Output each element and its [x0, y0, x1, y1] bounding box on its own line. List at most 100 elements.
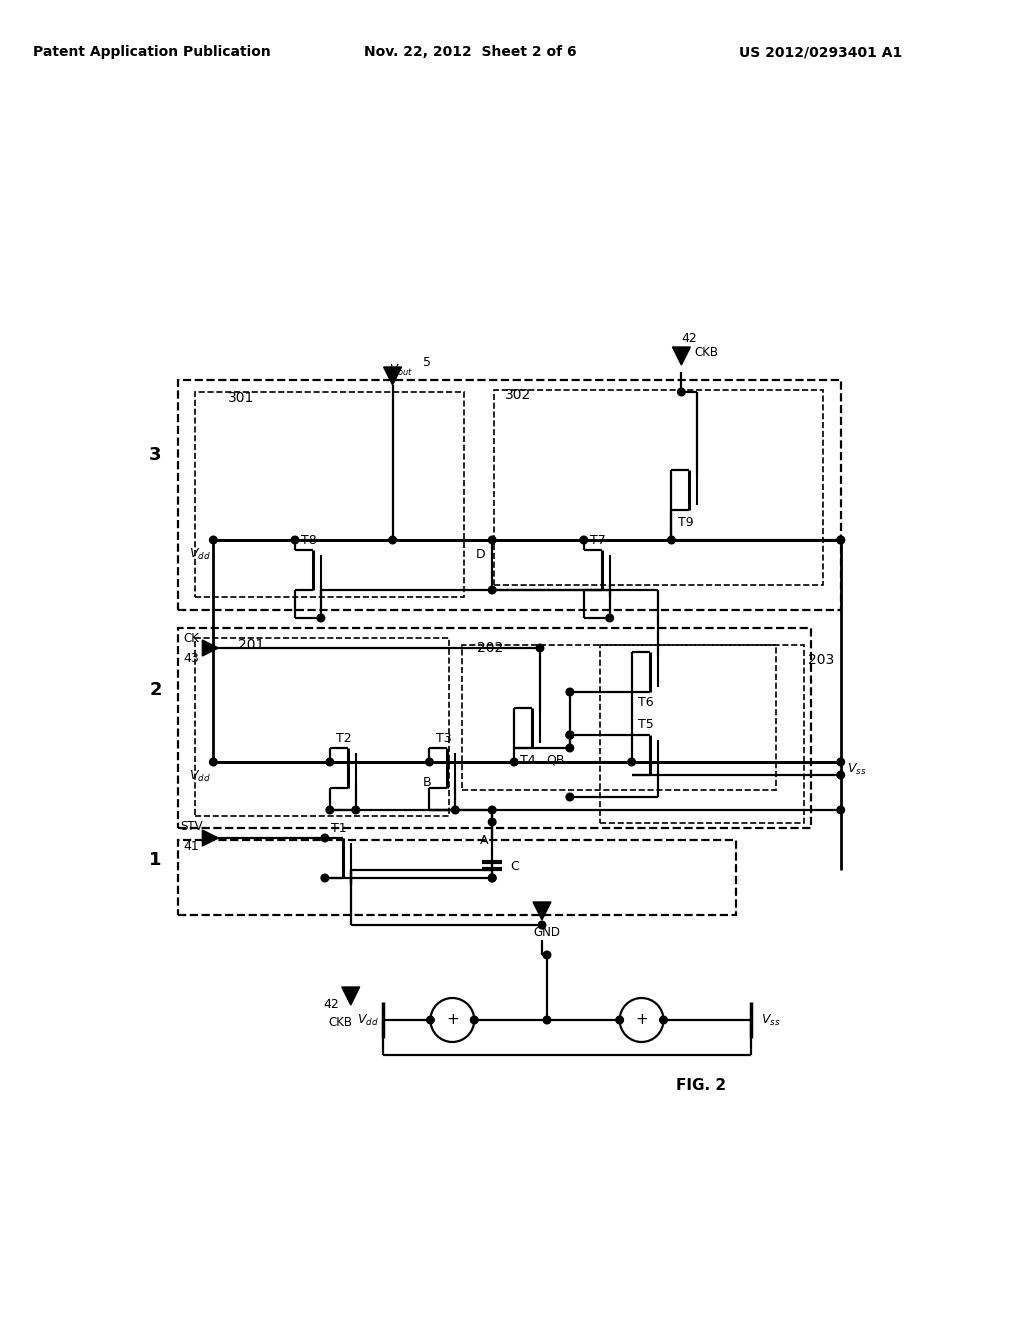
- Polygon shape: [673, 347, 690, 366]
- Polygon shape: [342, 987, 359, 1005]
- Text: T2: T2: [336, 731, 351, 744]
- Text: T4: T4: [520, 754, 536, 767]
- Circle shape: [837, 807, 845, 814]
- Circle shape: [837, 758, 845, 766]
- Text: 203: 203: [808, 653, 834, 667]
- Text: B: B: [423, 776, 432, 788]
- Circle shape: [488, 536, 496, 544]
- Text: QB: QB: [547, 754, 565, 767]
- Text: +: +: [446, 1012, 459, 1027]
- Bar: [462, 645, 776, 789]
- Circle shape: [837, 536, 845, 544]
- Circle shape: [317, 614, 325, 622]
- Text: $V_{dd}$: $V_{dd}$: [356, 1012, 379, 1027]
- Circle shape: [427, 1016, 434, 1024]
- Circle shape: [510, 758, 518, 766]
- Text: CKB: CKB: [329, 1015, 353, 1028]
- Text: FIG. 2: FIG. 2: [676, 1077, 726, 1093]
- Circle shape: [566, 688, 573, 696]
- Text: CK: CK: [183, 631, 200, 644]
- Bar: [196, 638, 450, 816]
- Circle shape: [678, 388, 685, 396]
- Text: 301: 301: [228, 391, 254, 405]
- Text: $V_{dd}$: $V_{dd}$: [188, 546, 210, 561]
- Circle shape: [566, 731, 573, 739]
- Circle shape: [615, 1016, 624, 1024]
- Bar: [178, 840, 736, 915]
- Circle shape: [537, 644, 544, 652]
- Text: 1: 1: [150, 851, 162, 869]
- Text: STV: STV: [180, 820, 203, 833]
- Text: T5: T5: [638, 718, 653, 731]
- Circle shape: [668, 536, 675, 544]
- Text: GND: GND: [534, 927, 560, 940]
- Circle shape: [488, 818, 496, 826]
- Text: $V_{out}$: $V_{out}$: [389, 363, 413, 378]
- Text: 302: 302: [505, 388, 531, 403]
- Circle shape: [210, 758, 217, 766]
- Circle shape: [322, 874, 329, 882]
- Text: T9: T9: [678, 516, 693, 528]
- Circle shape: [539, 921, 546, 929]
- Circle shape: [210, 536, 217, 544]
- Text: T1: T1: [331, 821, 346, 834]
- Circle shape: [488, 807, 496, 814]
- Circle shape: [543, 1016, 551, 1024]
- Text: 42: 42: [682, 331, 697, 345]
- Circle shape: [326, 807, 334, 814]
- Text: T8: T8: [301, 533, 316, 546]
- Circle shape: [566, 744, 573, 752]
- Circle shape: [352, 807, 359, 814]
- Polygon shape: [203, 830, 218, 846]
- Circle shape: [628, 758, 635, 766]
- Text: T7: T7: [590, 533, 605, 546]
- Text: $V_{ss}$: $V_{ss}$: [847, 762, 866, 776]
- Bar: [178, 380, 841, 610]
- Circle shape: [322, 834, 329, 842]
- Text: A: A: [480, 833, 488, 846]
- Text: D: D: [475, 548, 485, 561]
- Polygon shape: [203, 640, 218, 656]
- Text: 5: 5: [424, 355, 431, 368]
- Text: Nov. 22, 2012  Sheet 2 of 6: Nov. 22, 2012 Sheet 2 of 6: [364, 45, 577, 59]
- Text: $V_{dd}$: $V_{dd}$: [188, 768, 210, 784]
- Circle shape: [452, 807, 459, 814]
- Text: CKB: CKB: [694, 346, 718, 359]
- Text: 201: 201: [238, 638, 264, 652]
- Circle shape: [291, 536, 299, 544]
- Text: T3: T3: [435, 731, 452, 744]
- Text: C: C: [510, 859, 519, 873]
- Text: US 2012/0293401 A1: US 2012/0293401 A1: [739, 45, 902, 59]
- Circle shape: [326, 758, 334, 766]
- Circle shape: [488, 586, 496, 594]
- Polygon shape: [534, 902, 551, 920]
- Circle shape: [837, 771, 845, 779]
- Circle shape: [488, 874, 496, 882]
- Circle shape: [659, 1016, 668, 1024]
- Text: Patent Application Publication: Patent Application Publication: [33, 45, 270, 59]
- Polygon shape: [384, 367, 401, 385]
- Text: $V_{ss}$: $V_{ss}$: [761, 1012, 780, 1027]
- Bar: [600, 645, 804, 822]
- Bar: [196, 392, 464, 597]
- Circle shape: [389, 536, 396, 544]
- Circle shape: [566, 793, 573, 801]
- Text: 3: 3: [150, 446, 162, 465]
- Circle shape: [543, 952, 551, 958]
- Text: T6: T6: [638, 696, 653, 709]
- Text: 43: 43: [183, 652, 200, 664]
- Circle shape: [837, 536, 845, 544]
- Circle shape: [606, 614, 613, 622]
- Circle shape: [580, 536, 588, 544]
- Text: 202: 202: [477, 642, 504, 655]
- Text: 41: 41: [183, 840, 200, 853]
- Circle shape: [470, 1016, 478, 1024]
- Bar: [495, 389, 823, 585]
- Bar: [178, 628, 811, 828]
- Text: 2: 2: [150, 681, 162, 700]
- Text: 42: 42: [323, 998, 339, 1011]
- Circle shape: [566, 731, 573, 739]
- Circle shape: [426, 758, 433, 766]
- Circle shape: [488, 874, 496, 882]
- Text: +: +: [635, 1012, 648, 1027]
